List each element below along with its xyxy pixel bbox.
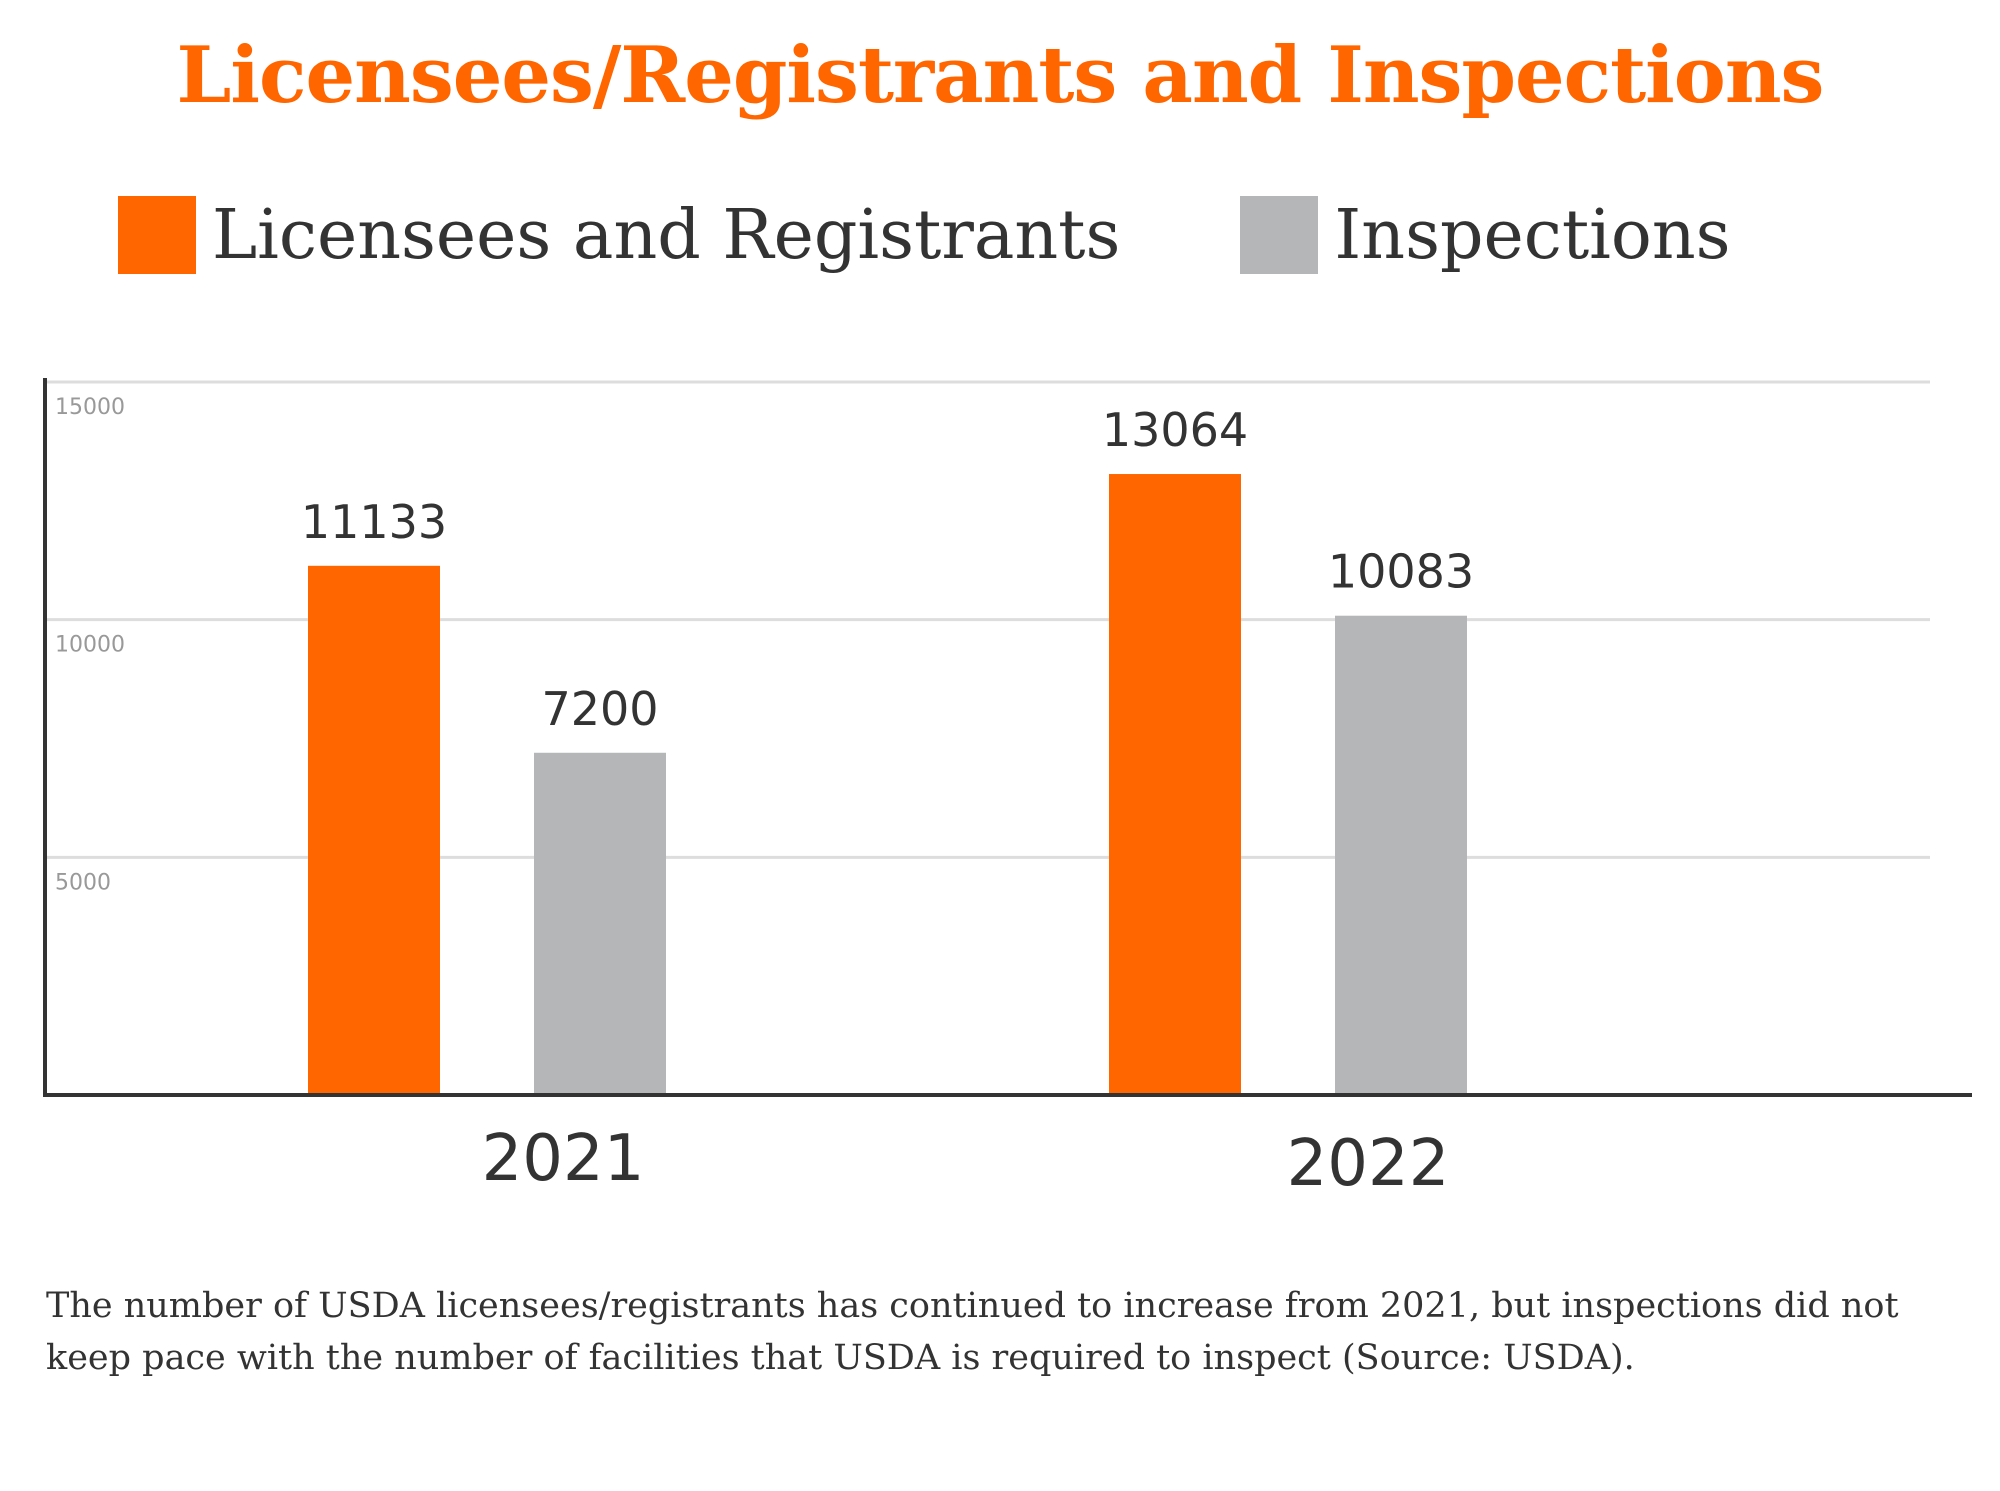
legend: Licensees and Registrants Inspections	[118, 195, 1851, 275]
data-label: 10083	[1328, 545, 1474, 599]
legend-swatch-inspections	[1240, 196, 1319, 274]
chart-title: Licensees/Registrants and Inspections	[176, 30, 1825, 121]
legend-item-licensees: Licensees and Registrants	[118, 196, 1120, 275]
y-tick-label: 5000	[55, 870, 111, 895]
data-label: 7200	[541, 682, 658, 736]
x-tick-label: 2022	[1287, 1127, 1450, 1201]
legend-item-inspections: Inspections	[1240, 195, 1731, 275]
bars	[308, 474, 1467, 1095]
bar-licensees-and-registrants-2021	[308, 565, 440, 1095]
legend-label-licensees: Licensees and Registrants	[212, 195, 1121, 275]
bar-inspections-2021	[534, 752, 666, 1095]
bar-licensees-and-registrants-2022	[1109, 474, 1241, 1095]
y-tick-label: 15000	[55, 395, 125, 420]
x-tick-label: 2021	[482, 1122, 645, 1196]
chart-caption: The number of USDA licensees/registrants…	[46, 1286, 1899, 1378]
data-label: 13064	[1102, 403, 1248, 457]
y-tick-labels: 5000 10000 15000	[55, 395, 125, 895]
bar-inspections-2022	[1335, 615, 1467, 1095]
axes	[43, 378, 1972, 1097]
data-label: 11133	[301, 495, 447, 549]
data-labels: 11133 7200 13064 10083	[301, 403, 1474, 736]
legend-label-inspections: Inspections	[1334, 195, 1731, 275]
y-tick-label: 10000	[55, 633, 125, 658]
legend-swatch-licensees	[118, 196, 196, 274]
x-tick-labels: 2021 2022	[482, 1122, 1450, 1201]
